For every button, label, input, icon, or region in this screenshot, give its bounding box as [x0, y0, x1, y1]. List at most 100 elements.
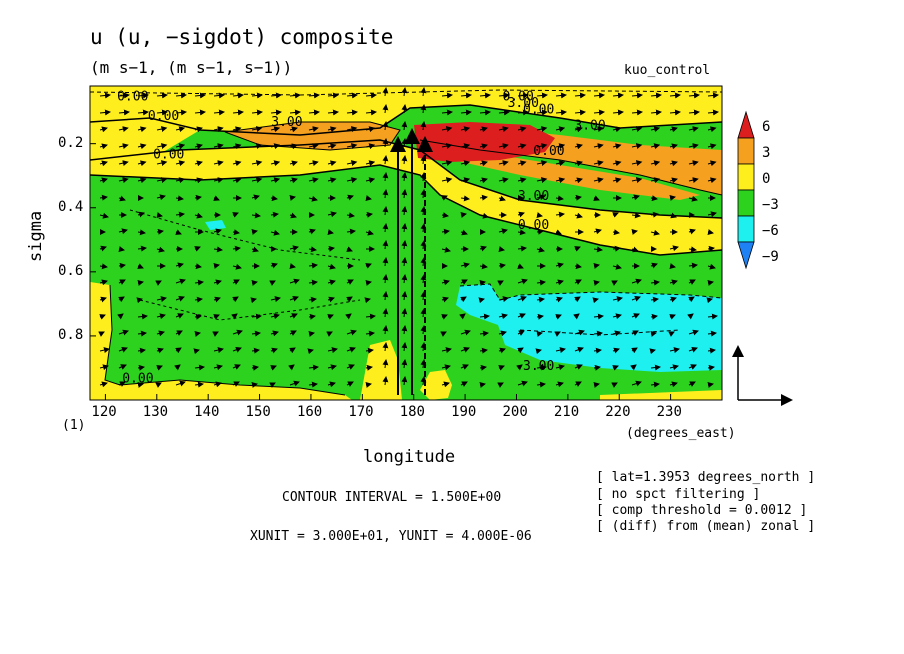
wind-vector: [136, 297, 143, 304]
x-tick-label: 220: [605, 404, 631, 420]
vector-units-text: XUNIT = 3.000E+01, YUNIT = 4.000E-06: [250, 529, 532, 544]
wind-vector: [327, 347, 338, 354]
wind-vector: [555, 364, 565, 371]
wind-vector: [137, 313, 148, 320]
wind-vector: [441, 364, 451, 371]
wind-vector: [289, 330, 297, 336]
wind-vector: [382, 155, 389, 165]
wind-vector: [365, 211, 373, 218]
wind-vector: [308, 195, 318, 202]
wind-vector: [479, 194, 488, 201]
wind-vector: [401, 257, 408, 267]
wind-vector: [99, 279, 108, 286]
lower-west-positive: [90, 282, 352, 400]
wind-vector: [401, 206, 408, 216]
wind-vector: [156, 143, 168, 149]
wind-vector: [118, 109, 130, 116]
wind-vector: [669, 160, 678, 167]
wind-vector: [382, 342, 389, 352]
wind-vector: [117, 313, 124, 320]
wind-vector: [382, 274, 389, 284]
wind-vector: [156, 296, 167, 303]
wind-vector: [251, 194, 260, 201]
wind-vector: [649, 348, 656, 355]
contour-label: 0.00: [533, 144, 564, 159]
wind-vector: [669, 195, 676, 201]
wind-vector: [441, 314, 448, 320]
wind-vector: [137, 177, 147, 184]
wind-vector: [251, 364, 259, 371]
wind-vector: [175, 211, 185, 218]
wind-vector: [118, 228, 128, 235]
wind-vector: [479, 143, 488, 150]
info-line-threshold: [ comp threshold = 0.0012 ]: [596, 503, 808, 518]
wind-vector: [459, 313, 466, 320]
wind-vector: [194, 92, 206, 99]
wind-vector: [270, 177, 281, 184]
wind-vector: [688, 109, 700, 116]
contour-labels: 0.000.000.003.000.003.000.000.003.003.00…: [117, 90, 606, 387]
wind-vector: [441, 177, 453, 183]
wind-vector: [555, 314, 562, 320]
wind-vector: [498, 313, 508, 320]
wind-vector: [593, 313, 604, 320]
wind-vector: [479, 347, 488, 354]
wind-vector: [631, 380, 642, 387]
wind-vector: [99, 143, 108, 150]
wind-vector: [382, 291, 389, 301]
wind-vector: [327, 245, 335, 252]
wind-vector: [555, 347, 566, 354]
wind-vector: [194, 246, 201, 252]
wind-vector: [401, 87, 408, 97]
wind-vector: [308, 364, 319, 371]
wind-vector: [382, 325, 389, 335]
wind-vector: [517, 347, 524, 354]
wind-vector: [308, 381, 318, 388]
y-tick-label: 0.2: [58, 134, 84, 151]
wind-vector: [213, 143, 224, 150]
wind-vector: [232, 92, 244, 99]
wind-vector: [498, 160, 509, 167]
wind-vector: [289, 92, 301, 99]
wind-vector: [308, 160, 319, 167]
wind-vector: [669, 245, 679, 252]
wind-vector: [441, 347, 452, 354]
wind-vector: [382, 189, 389, 199]
wind-vector: [212, 331, 219, 337]
wind-vector: [269, 382, 276, 388]
wind-vector: [251, 347, 260, 354]
wind-vector: [156, 194, 166, 201]
wind-vector: [497, 382, 504, 388]
wind-vector: [479, 263, 488, 270]
wind-vector: [270, 330, 279, 337]
y-tick-marks: [90, 143, 96, 337]
info-line-diff: [ (diff) from (mean) zonal ]: [596, 519, 816, 534]
wind-vector: [555, 195, 564, 202]
wind-vector: [365, 330, 375, 337]
wind-vector: [346, 109, 358, 116]
wind-vector: [382, 87, 389, 97]
wind-vector: [270, 347, 278, 354]
wind-vector: [420, 376, 427, 386]
wind-vector: [194, 194, 202, 201]
contour-label: 3.00: [574, 118, 605, 133]
wind-vector: [270, 109, 282, 116]
wind-vector: [118, 296, 125, 303]
wind-vector: [612, 347, 620, 354]
wind-vector: [308, 177, 319, 184]
wind-vector: [498, 195, 506, 202]
wind-vector: [308, 109, 320, 116]
wind-vector: [688, 364, 697, 370]
wind-vector: [232, 245, 241, 252]
wind-vector: [517, 92, 529, 99]
wind-vector: [669, 347, 680, 354]
y-tick-label: 0.6: [58, 262, 84, 279]
wind-vector: [707, 313, 718, 320]
wind-vector: [498, 143, 509, 150]
wind-vector: [460, 229, 468, 236]
wind-vector: [270, 229, 280, 236]
wind-vector: [441, 246, 451, 253]
wind-vector: [175, 229, 182, 235]
x-tick-label: 230: [656, 404, 682, 420]
wind-vector: [232, 229, 240, 236]
